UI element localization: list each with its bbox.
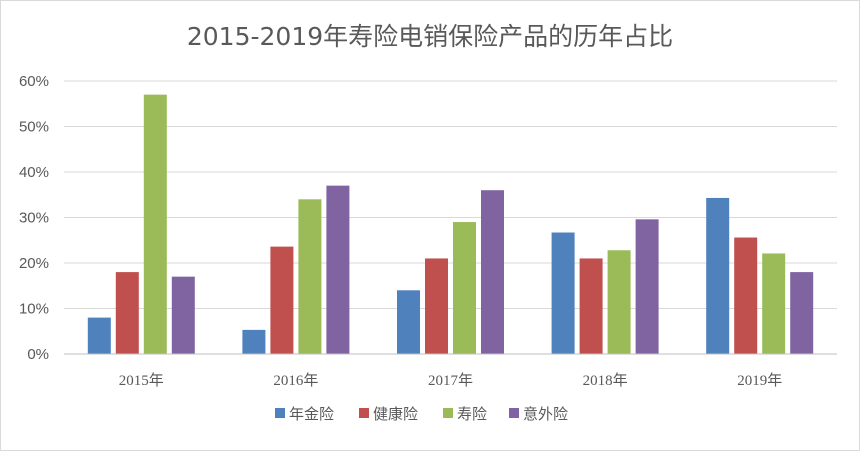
bar-4-3 [607,250,631,354]
bar-1-1 [87,317,111,354]
bar-2-2 [270,246,294,354]
y-tick-label: 10% [19,301,49,318]
legend-item: 意外险 [509,405,568,423]
legend-item: 年金险 [275,405,334,423]
axes: 0% 10% 20% 30% 40% 50% 60% 2015年 2016年 2017年 2018年… [19,73,837,389]
legend-item: 寿险 [443,405,487,423]
y-tick-label: 40% [19,164,49,181]
legend-item: 健康险 [359,405,418,423]
y-tick-label: 20% [19,255,49,272]
bar-5-3 [762,253,786,354]
bar-2-4 [326,185,350,354]
legend-label: 健康险 [373,405,418,423]
legend: 年金险 健康险 寿险 意外险 [275,405,568,423]
bar-2-1 [242,329,266,354]
bar-3-1 [397,290,420,354]
bar-3-2 [425,258,448,354]
legend-label: 寿险 [457,405,487,423]
bar-3-4 [481,190,504,354]
bars [87,94,814,355]
bar-5-2 [734,237,758,354]
x-tick-label: 2017年 [428,372,473,389]
legend-label: 意外险 [523,405,568,423]
x-tick-label: 2018年 [583,372,628,389]
x-tick-label: 2016年 [273,372,318,389]
bar-4-4 [635,219,659,354]
bar-4-1 [551,232,575,354]
bar-5-1 [706,197,730,354]
bar-1-4 [171,276,195,354]
legend-swatch [509,408,519,418]
legend-swatch [275,408,285,418]
y-tick-label: 0% [27,346,49,363]
legend-swatch [443,408,453,418]
bar-1-2 [115,272,139,354]
y-tick-label: 60% [19,73,49,90]
bar-4-2 [579,258,603,354]
bar-2-3 [298,199,322,354]
y-tick-label: 30% [19,210,49,227]
x-tick-label: 2019年 [737,372,782,389]
legend-label: 年金险 [289,405,334,423]
bar-1-3 [143,94,167,355]
chart-title: 2015-2019年寿险电销保险产品的历年占比 [186,22,674,51]
legend-swatch [359,408,369,418]
x-tick-label: 2015年 [119,372,164,389]
bar-3-3 [453,222,476,354]
bar-5-4 [790,272,814,354]
y-tick-label: 50% [19,119,49,136]
